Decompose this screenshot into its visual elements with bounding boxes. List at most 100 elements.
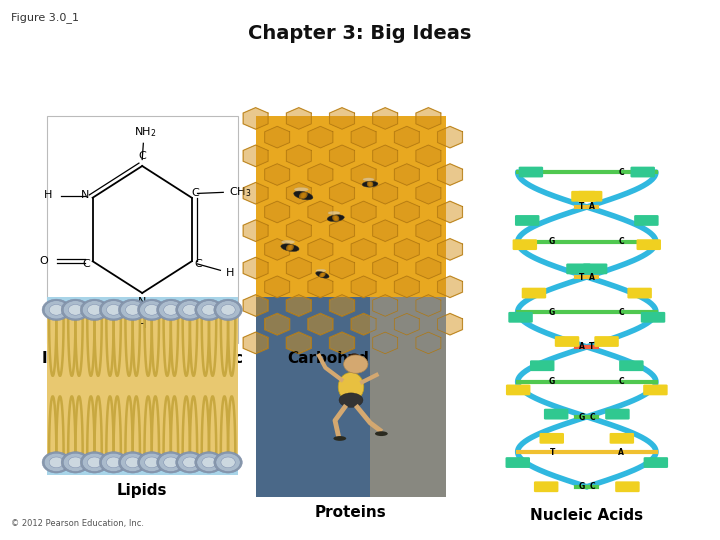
Polygon shape	[373, 145, 397, 167]
FancyBboxPatch shape	[515, 215, 539, 226]
Ellipse shape	[300, 192, 306, 199]
Text: G: G	[549, 237, 555, 246]
Circle shape	[138, 451, 166, 473]
Circle shape	[107, 457, 121, 468]
Text: A: A	[618, 448, 624, 456]
Polygon shape	[416, 220, 441, 241]
Circle shape	[80, 299, 109, 321]
Ellipse shape	[286, 245, 291, 251]
Text: C: C	[618, 308, 624, 316]
Polygon shape	[287, 107, 311, 129]
Ellipse shape	[319, 273, 323, 277]
Polygon shape	[373, 257, 397, 279]
FancyBboxPatch shape	[634, 215, 659, 226]
Polygon shape	[287, 145, 311, 167]
Circle shape	[68, 457, 83, 468]
Text: CH$_3$: CH$_3$	[229, 185, 251, 199]
Text: A: A	[579, 342, 585, 351]
Polygon shape	[243, 145, 268, 167]
Circle shape	[221, 305, 235, 315]
Circle shape	[158, 301, 183, 319]
FancyBboxPatch shape	[505, 457, 530, 468]
Ellipse shape	[332, 215, 337, 221]
Polygon shape	[373, 220, 397, 241]
Text: Carbohydrates: Carbohydrates	[288, 351, 414, 366]
Polygon shape	[438, 164, 462, 185]
Circle shape	[163, 457, 178, 468]
Polygon shape	[265, 276, 289, 298]
Polygon shape	[287, 183, 311, 204]
Text: G: G	[578, 482, 585, 491]
Text: G: G	[549, 377, 555, 386]
Polygon shape	[351, 164, 376, 185]
Polygon shape	[373, 295, 397, 316]
Polygon shape	[330, 183, 354, 204]
Polygon shape	[243, 220, 268, 241]
Polygon shape	[287, 295, 311, 316]
Polygon shape	[308, 239, 333, 260]
Circle shape	[118, 451, 147, 473]
Ellipse shape	[320, 273, 325, 277]
FancyBboxPatch shape	[636, 239, 661, 250]
Polygon shape	[243, 332, 268, 354]
Circle shape	[120, 301, 145, 319]
Text: T: T	[579, 273, 585, 282]
FancyBboxPatch shape	[641, 312, 665, 323]
Text: C: C	[618, 237, 624, 246]
Ellipse shape	[315, 272, 329, 278]
Circle shape	[176, 299, 204, 321]
Ellipse shape	[327, 215, 344, 221]
FancyBboxPatch shape	[518, 167, 543, 178]
Circle shape	[194, 299, 223, 321]
Circle shape	[156, 299, 185, 321]
Circle shape	[156, 451, 185, 473]
Circle shape	[183, 457, 197, 468]
Circle shape	[178, 301, 202, 319]
Polygon shape	[438, 201, 462, 223]
Ellipse shape	[328, 211, 340, 214]
Circle shape	[343, 355, 368, 373]
Text: C: C	[194, 259, 202, 269]
Polygon shape	[287, 332, 311, 354]
Ellipse shape	[333, 215, 338, 221]
Text: C: C	[589, 482, 595, 491]
Polygon shape	[330, 332, 354, 354]
Circle shape	[118, 299, 147, 321]
Circle shape	[216, 453, 240, 471]
Polygon shape	[243, 183, 268, 204]
Ellipse shape	[281, 244, 299, 252]
Ellipse shape	[375, 431, 388, 436]
Ellipse shape	[368, 181, 372, 187]
Circle shape	[99, 299, 128, 321]
Text: O: O	[39, 256, 48, 266]
Ellipse shape	[282, 240, 294, 244]
Polygon shape	[351, 239, 376, 260]
Circle shape	[107, 305, 121, 315]
Text: NH$_2$: NH$_2$	[134, 125, 156, 139]
Circle shape	[63, 301, 88, 319]
Circle shape	[145, 457, 159, 468]
Polygon shape	[438, 276, 462, 298]
Circle shape	[138, 299, 166, 321]
Polygon shape	[330, 145, 354, 167]
Circle shape	[202, 457, 216, 468]
Circle shape	[44, 453, 68, 471]
Polygon shape	[330, 220, 354, 241]
Polygon shape	[308, 313, 333, 335]
Circle shape	[145, 305, 159, 315]
Ellipse shape	[363, 178, 374, 181]
Text: N: N	[81, 190, 90, 200]
FancyBboxPatch shape	[555, 336, 580, 347]
FancyBboxPatch shape	[615, 481, 639, 492]
Circle shape	[194, 451, 223, 473]
Circle shape	[82, 301, 107, 319]
Circle shape	[68, 305, 83, 315]
Polygon shape	[416, 107, 441, 129]
Polygon shape	[395, 276, 419, 298]
Circle shape	[120, 453, 145, 471]
Polygon shape	[351, 313, 376, 335]
Ellipse shape	[294, 191, 313, 200]
Ellipse shape	[369, 181, 373, 187]
FancyBboxPatch shape	[539, 433, 564, 444]
Circle shape	[42, 299, 71, 321]
